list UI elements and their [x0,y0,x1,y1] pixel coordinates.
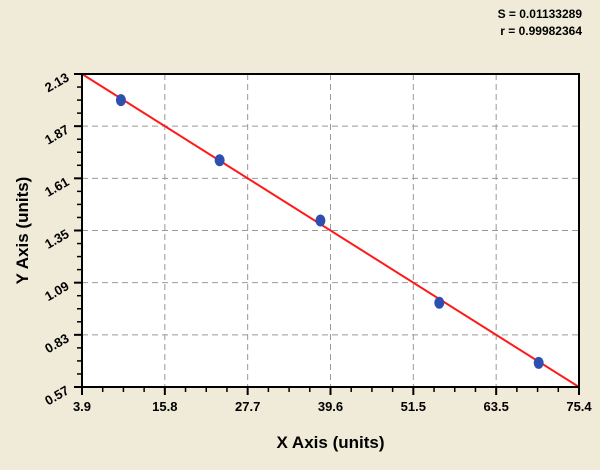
y-tick-label: 0.57 [42,383,71,409]
x-tick-label: 15.8 [152,399,177,414]
data-point [533,356,544,369]
x-tick-label: 27.7 [235,399,260,414]
y-axis-label: Y Axis (units) [13,177,32,285]
x-tick-label: 51.5 [401,399,426,414]
x-tick-label: 39.6 [318,399,343,414]
x-tick-label: 63.5 [484,399,509,414]
y-tick-label: 1.87 [42,122,71,148]
data-point [115,94,126,107]
y-tick-label: 2.13 [42,70,71,96]
data-point [434,296,445,309]
y-tick-label: 1.09 [42,278,71,304]
x-tick-label: 3.9 [73,399,91,414]
plot-frame [81,73,580,388]
s-value: S = 0.01133289 [497,7,582,21]
x-tick-label: 75.4 [566,399,592,414]
data-point [214,154,225,167]
data-point [315,214,326,227]
fit-statistics: S = 0.01133289 r = 0.99982364 [498,6,582,40]
x-axis-label: X Axis (units) [277,433,385,452]
y-tick-label: 1.61 [42,174,71,200]
y-tick-label: 1.35 [42,226,71,252]
y-tick-label: 0.83 [42,330,71,356]
regression-line [81,73,580,388]
r-value: r = 0.99982364 [500,24,582,38]
